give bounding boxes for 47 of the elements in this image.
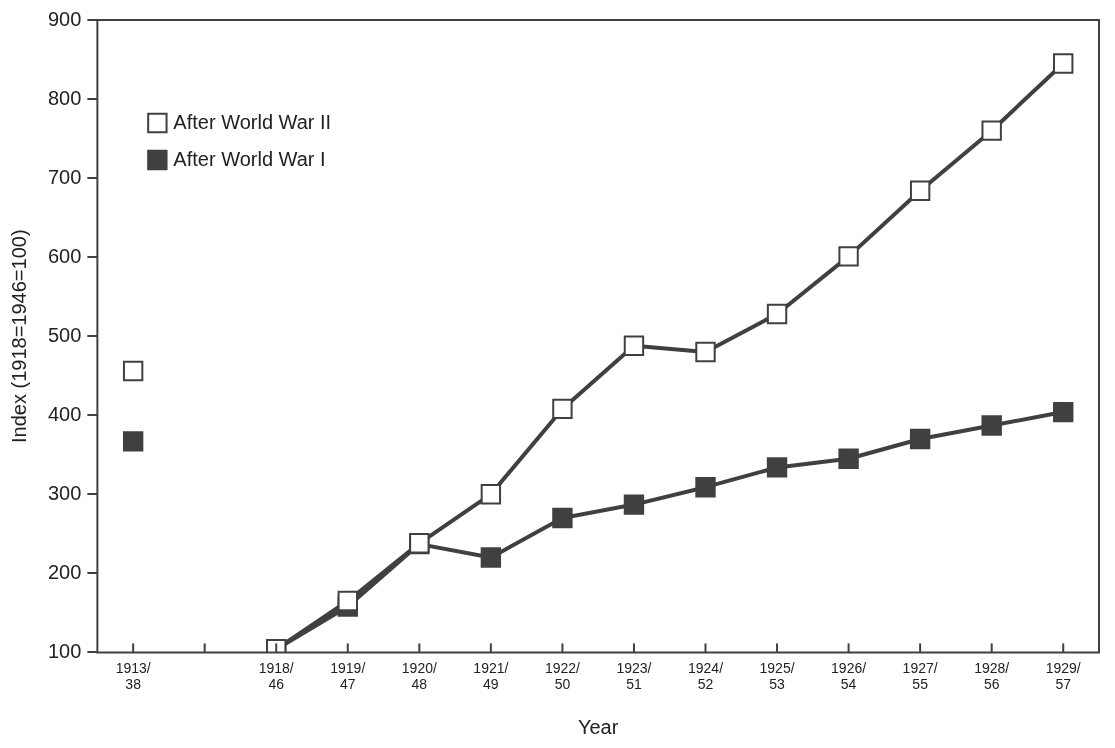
x-tick-label: 1924/52 (687, 659, 724, 693)
y-tick-label: 300 (47, 481, 82, 504)
y-tick-label: 900 (47, 7, 82, 30)
x-tick-label: 1928/56 (974, 659, 1010, 693)
point (122, 360, 144, 382)
y-tick-label: 100 (47, 639, 82, 662)
y-tick-label: 500 (47, 323, 82, 346)
point (1053, 53, 1074, 74)
point (838, 448, 859, 469)
point (1053, 401, 1074, 423)
point (480, 547, 502, 568)
point (480, 484, 502, 505)
point (981, 415, 1002, 436)
point (337, 590, 358, 612)
x-tick-label: 1927/55 (902, 659, 938, 693)
y-tick-label: 200 (47, 560, 82, 583)
point (909, 180, 931, 201)
y-tick-label: 600 (47, 244, 82, 267)
point (552, 398, 573, 420)
point (838, 246, 859, 267)
x-tick-label: 1913/38 (115, 659, 151, 693)
x-tick-label: 1919/47 (330, 659, 366, 693)
x-tick-label: 1918/46 (258, 659, 294, 693)
x-tick-label: 1922/50 (544, 659, 581, 693)
y-tick-label: 800 (47, 86, 82, 109)
x-tick-label: 1920/48 (401, 659, 437, 693)
point (981, 120, 1002, 141)
x-tick-label: 1923/51 (616, 659, 652, 693)
point (766, 457, 788, 478)
point (695, 476, 716, 498)
x-axis-title: Year (577, 715, 619, 738)
x-tick-label: 1921/49 (473, 659, 509, 693)
legend-label: After World War II (173, 110, 332, 133)
point (695, 341, 716, 363)
y-tick-label: 700 (47, 165, 82, 188)
point (623, 335, 645, 356)
point (766, 303, 788, 325)
point (552, 507, 573, 529)
x-tick-label: 1926/54 (831, 659, 867, 693)
legend-label: After World War I (173, 147, 326, 170)
point (623, 494, 645, 515)
point (909, 428, 931, 450)
x-tick-label: 1929/57 (1045, 659, 1081, 693)
x-tick-label: 1925/53 (759, 659, 795, 693)
point (122, 431, 144, 452)
y-axis-title: Index (1918=1946=100) (7, 229, 30, 443)
y-tick-label: 400 (47, 402, 82, 425)
